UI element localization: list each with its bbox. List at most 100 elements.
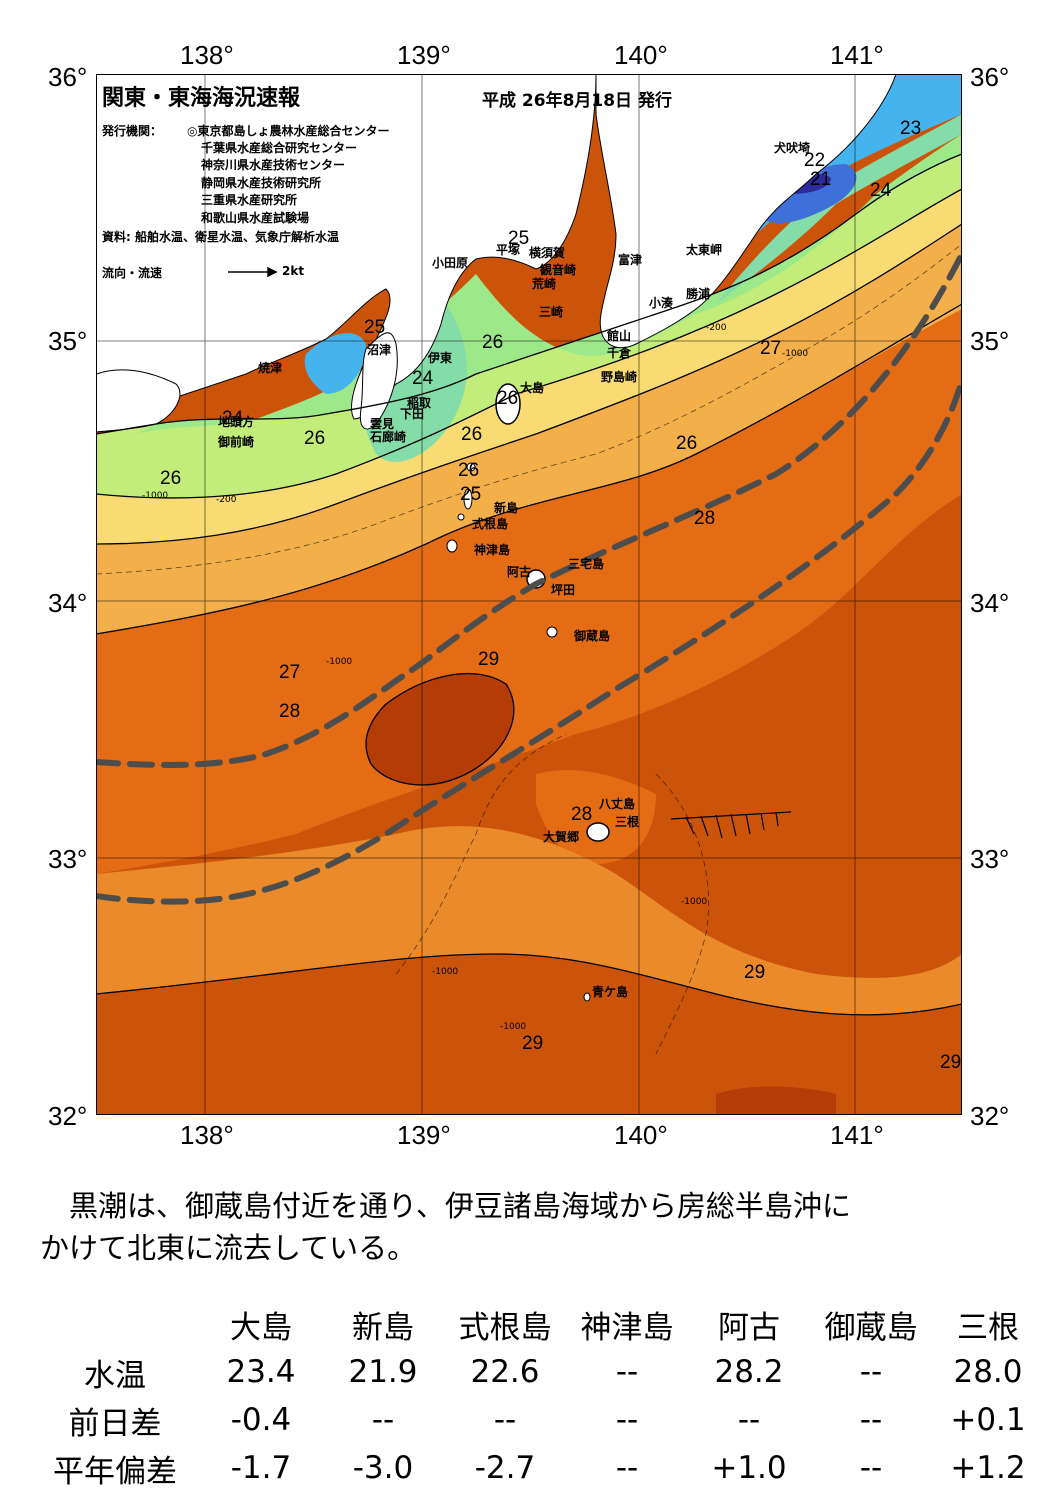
temp-label: 24 xyxy=(870,180,892,201)
place-label: 御前崎 xyxy=(217,434,254,449)
place-label: 雲見 xyxy=(370,416,394,431)
place-label: 焼津 xyxy=(258,360,282,375)
table-row: 平年偏差 -1.7 -3.0 -2.7 -- +1.0 -- +1.2 xyxy=(30,1444,1044,1492)
lat-tick-33-left: 33° xyxy=(48,844,88,874)
isotherms xyxy=(96,153,962,1016)
place-label: 小田原 xyxy=(432,255,468,270)
table-cell: -- xyxy=(615,1354,639,1390)
place-label: 野島崎 xyxy=(601,369,637,384)
table-row: 水温 23.4 21.9 22.6 -- 28.2 -- 28.0 xyxy=(30,1348,1044,1396)
place-label: 観音崎 xyxy=(540,262,576,277)
lat-tick-32-right: 32° xyxy=(970,1101,1010,1131)
island-kozushima xyxy=(446,539,458,553)
map-frame xyxy=(96,74,962,1115)
place-label: 富津 xyxy=(618,252,642,267)
depth-label: -1000 xyxy=(432,967,458,977)
island-aogashima xyxy=(583,992,591,1002)
temp-label: 26 xyxy=(160,468,181,489)
island-niijima xyxy=(463,488,473,510)
sea-27-band xyxy=(96,224,962,634)
lat-tick-34-right: 34° xyxy=(970,588,1010,618)
issuer-label: 発行機関： xyxy=(102,124,163,138)
summary-text: 黒潮は、御蔵島付近を通り、伊豆諸島海域から房総半島沖に かけて北東に流去している… xyxy=(40,1185,1040,1269)
row-label: 平年偏差 xyxy=(53,1453,177,1490)
temp-label: 29 xyxy=(522,1033,543,1054)
place-label: 式根島 xyxy=(472,516,508,531)
observation-table: 大島 新島 式根島 神津島 阿古 御蔵島 三根 水温 23.4 21.9 22.… xyxy=(30,1300,1044,1492)
table-cell: 28.2 xyxy=(714,1354,784,1390)
sea-23-band xyxy=(696,74,962,284)
temp-label: 27 xyxy=(760,338,781,359)
temp-label: 24 xyxy=(222,408,244,429)
place-label: 犬吠埼 xyxy=(774,140,810,155)
temp-label: 26 xyxy=(497,388,518,409)
sea-30-pocket-b xyxy=(716,1086,836,1115)
temp-label: 26 xyxy=(482,332,503,353)
table-cell: 28.0 xyxy=(953,1354,1023,1390)
lon-tick-139-top: 139° xyxy=(397,40,451,70)
table-cell: -- xyxy=(615,1450,639,1486)
sea-24-band xyxy=(716,114,962,304)
place-label: 三宅島 xyxy=(568,556,604,571)
lat-tick-32-left: 32° xyxy=(48,1101,88,1131)
table-cell: -- xyxy=(371,1402,395,1438)
lon-tick-139-bottom: 139° xyxy=(397,1120,451,1150)
place-label: 小湊 xyxy=(649,295,673,310)
depth-label: -1000 xyxy=(142,491,168,501)
place-label: 荒崎 xyxy=(531,276,556,291)
issue-date: 平成 26年8月18日 発行 xyxy=(482,91,672,111)
lat-tick-34-left: 34° xyxy=(48,588,88,618)
place-label: 青ケ島 xyxy=(592,984,628,999)
table-cell: -- xyxy=(737,1402,761,1438)
place-label: 神津島 xyxy=(474,542,510,557)
sea-cold-patch-sagami xyxy=(364,304,467,462)
table-cell: +1.2 xyxy=(950,1450,1026,1486)
temp-label: 21 xyxy=(810,169,831,190)
place-label: 八丈島 xyxy=(598,796,635,811)
issuer-line: 静岡県水産技術研究所 xyxy=(201,176,322,190)
issuer-line: 和歌山県水産試験場 xyxy=(201,211,310,225)
temp-label: 25 xyxy=(508,228,529,249)
issuer-line: 三重県水産研究所 xyxy=(201,193,298,207)
lat-tick-36-right: 36° xyxy=(970,62,1010,92)
sea-surface-temperature-map: 23 22 21 24 25 25 26 24 26 24 26 26 26 2… xyxy=(96,74,962,1115)
issuer-line: ◎東京都島しょ農林水産総合センター xyxy=(187,124,390,138)
lat-tick-35-left: 35° xyxy=(48,326,88,356)
temp-label: 26 xyxy=(461,424,482,445)
place-label: 三崎 xyxy=(539,304,563,319)
depth-label: -200 xyxy=(216,495,237,505)
sea-28-island-area xyxy=(536,770,656,864)
table-header-cell: 阿古 xyxy=(718,1309,780,1346)
place-label: 阿古 xyxy=(507,564,531,579)
temp-label: 26 xyxy=(458,460,479,481)
place-label: 勝浦 xyxy=(686,286,710,301)
temp-label: 29 xyxy=(940,1052,961,1073)
place-label: 下田 xyxy=(400,407,424,421)
place-label: 沼津 xyxy=(367,342,391,357)
temp-label: 26 xyxy=(676,433,697,454)
table-cell: -0.4 xyxy=(230,1402,292,1438)
land-izu-tip xyxy=(359,332,398,430)
place-label: 坪田 xyxy=(551,583,575,597)
land-miura-kanagawa xyxy=(96,74,597,425)
place-label: 伊東 xyxy=(427,350,452,365)
table-header-row: 大島 新島 式根島 神津島 阿古 御蔵島 三根 xyxy=(30,1300,1044,1348)
lat-tick-36-left: 36° xyxy=(48,62,88,92)
place-label: 新島 xyxy=(494,500,518,515)
flow-legend-scale: 2kt xyxy=(282,264,305,278)
graticule xyxy=(96,74,962,1115)
place-label: 千倉 xyxy=(607,345,632,360)
table-cell: +1.0 xyxy=(711,1450,787,1486)
depth-label: -1000 xyxy=(681,897,707,907)
table-cell: -- xyxy=(859,1354,883,1390)
table-cell: +0.1 xyxy=(950,1402,1026,1438)
place-label: 大島 xyxy=(520,380,544,395)
current-vectors xyxy=(670,811,792,839)
island-shikinejima xyxy=(457,513,465,521)
place-label: 三根 xyxy=(615,814,639,829)
kuroshio-axis-south xyxy=(96,376,962,905)
temp-label: 27 xyxy=(279,662,300,683)
row-label: 水温 xyxy=(84,1357,146,1394)
lon-tick-138-top: 138° xyxy=(180,40,234,70)
temp-label: 28 xyxy=(694,508,715,529)
